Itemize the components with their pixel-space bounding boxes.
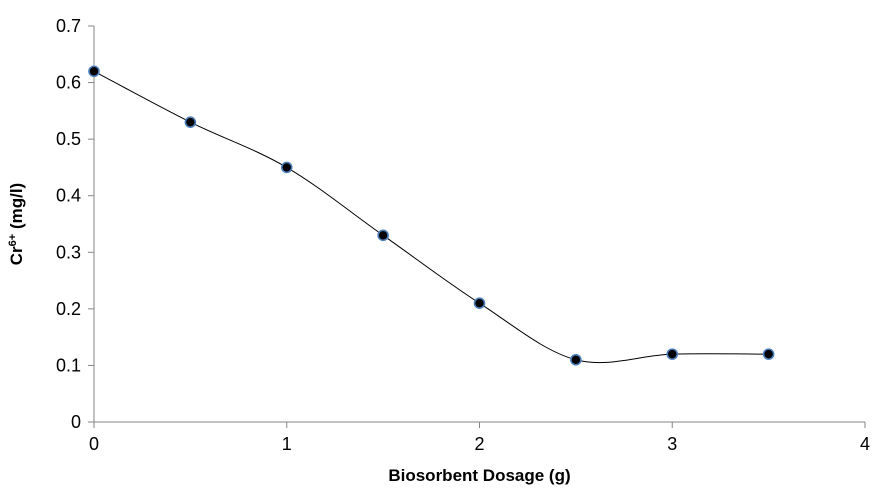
y-axis-title: Cr6+ (mg/l) <box>7 183 26 265</box>
data-point <box>570 353 582 366</box>
data-point <box>377 229 389 242</box>
data-point <box>184 116 197 128</box>
x-tick-label: 4 <box>860 434 870 454</box>
data-point <box>666 348 679 360</box>
x-tick-label: 3 <box>667 434 677 454</box>
axes <box>88 25 866 428</box>
series-line <box>93 70 769 364</box>
tick-labels: 0 0.1 0.2 0.3 0.4 0.5 0.6 0.7 0 1 2 3 4 <box>56 16 870 454</box>
y-tick-label: 0.5 <box>56 129 81 149</box>
x-tick-label: 2 <box>474 434 484 454</box>
y-tick-label: 0.3 <box>56 242 81 262</box>
x-tick-label: 0 <box>89 434 99 454</box>
data-point <box>280 161 293 174</box>
y-axis-title-base: Cr <box>7 246 26 265</box>
y-tick-label: 0.7 <box>56 16 81 36</box>
series <box>88 65 775 366</box>
y-tick-label: 0.4 <box>56 186 81 206</box>
y-tick-label: 0.1 <box>56 355 81 375</box>
y-tick-label: 0.2 <box>56 299 81 319</box>
data-point <box>88 65 100 78</box>
y-axis-title-rest: (mg/l) <box>7 183 26 234</box>
y-axis-title-superscript: 6+ <box>7 234 19 247</box>
data-point <box>762 348 775 360</box>
data-point <box>473 297 486 310</box>
y-tick-label: 0.6 <box>56 73 81 93</box>
x-tick-label: 1 <box>282 434 292 454</box>
y-tick-label: 0 <box>71 412 81 432</box>
x-axis-title: Biosorbent Dosage (g) <box>388 466 570 485</box>
